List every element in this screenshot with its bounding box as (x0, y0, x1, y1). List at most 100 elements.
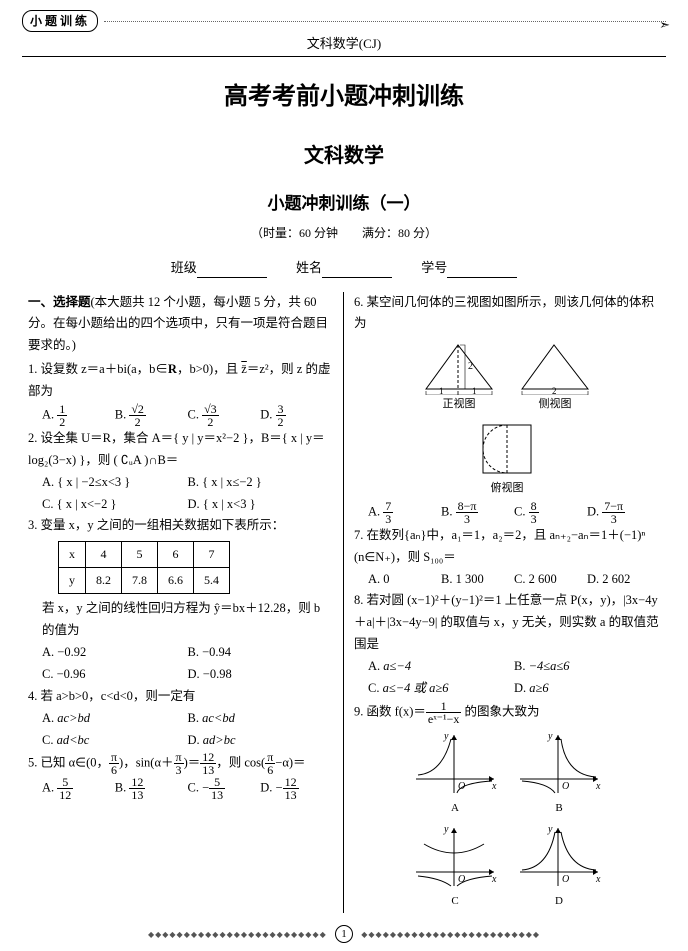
q2-opt-d[interactable]: D. { x | x<3 } (188, 494, 334, 516)
q3-th-x: x (59, 542, 86, 568)
q4-opt-a[interactable]: A. ac>bd (42, 708, 188, 730)
q3-options: A. −0.92 B. −0.94 C. −0.96 D. −0.98 (28, 642, 333, 686)
q9-graph-a-icon: O x y (410, 729, 500, 799)
blanks-row: 班级 姓名 学号 (22, 258, 666, 278)
q8-opt-d[interactable]: D. a≥6 (514, 678, 660, 700)
meta-time: （时量：60 分钟 满分：80 分） (22, 224, 666, 242)
label-id: 学号 (421, 260, 447, 275)
q9-graph-d-icon: O x y (514, 822, 604, 892)
q9-graph-b-icon: O x y (514, 729, 604, 799)
blank-class[interactable] (197, 263, 267, 277)
q9-opt-c[interactable]: O x y C (410, 822, 500, 911)
q1-opt-c[interactable]: C. √32 (188, 403, 261, 428)
question-3: 3. 变量 x，y 之间的一组相关数据如下表所示： (28, 515, 333, 537)
q4-opt-c[interactable]: C. ad<bc (42, 730, 188, 752)
svg-text:O: O (562, 781, 569, 792)
q2-opt-b[interactable]: B. { x | x≤−2 } (188, 472, 334, 494)
q2-opt-c[interactable]: C. { x | x<−2 } (42, 494, 188, 516)
svg-text:2: 2 (468, 361, 473, 372)
q3-cell: 7.8 (122, 568, 158, 594)
q1-opt-d[interactable]: D. 32 (260, 403, 333, 428)
title-main: 高考考前小题冲刺训练 (22, 79, 666, 115)
q1-opt-b[interactable]: B. √22 (115, 403, 188, 428)
header-dotline: ➣ (104, 21, 666, 22)
question-4: 4. 若 a>b>0，c<d<0，则一定有 (28, 686, 333, 708)
svg-text:y: y (547, 824, 553, 835)
q3-opt-c[interactable]: C. −0.96 (42, 664, 188, 686)
q3-cell: 5 (122, 542, 158, 568)
q9-opt-a[interactable]: O x y A (410, 729, 500, 818)
front-caption: 正视图 (418, 395, 500, 414)
q5-opt-a[interactable]: A. 512 (42, 776, 115, 801)
q5-opt-c[interactable]: C. −513 (188, 776, 261, 801)
front-view-icon: 2 1 1 (418, 339, 500, 395)
q9-label-b: B (514, 799, 604, 818)
q7-opt-b[interactable]: B. 1 300 (441, 569, 514, 591)
q6-front-view: 2 1 1 正视图 (418, 339, 500, 414)
q6-options: A. 73 B. 8−π3 C. 83 D. 7−π3 (354, 500, 660, 525)
title-subject: 文科数学 (22, 141, 666, 171)
q6-side-view: 2 侧视图 (514, 339, 596, 414)
q9-label-d: D (514, 892, 604, 911)
q4-options: A. ac>bd B. ac<bd C. ad<bc D. ad>bc (28, 708, 333, 752)
q3-opt-b[interactable]: B. −0.94 (188, 642, 334, 664)
q8-opt-a[interactable]: A. a≤−4 (368, 656, 514, 678)
footer-dots-left: ◆◆◆◆◆◆◆◆◆◆◆◆◆◆◆◆◆◆◆◆◆◆◆◆◆ (148, 930, 327, 939)
svg-text:y: y (547, 731, 553, 742)
q1-opt-a[interactable]: A. 12 (42, 403, 115, 428)
q3-cont: 若 x，y 之间的线性回归方程为 ŷ＝bx＋12.28，则 b 的值为 (28, 598, 333, 642)
q9-label-c: C (410, 892, 500, 911)
q8-opt-b[interactable]: B. −4≤a≤6 (514, 656, 660, 678)
q9-opt-b[interactable]: O x y B (514, 729, 604, 818)
q8-opt-c[interactable]: C. a≤−4 或 a≥6 (368, 678, 514, 700)
section-title: 一、选择题 (28, 295, 91, 309)
svg-text:x: x (595, 874, 601, 885)
footer-dots-right: ◆◆◆◆◆◆◆◆◆◆◆◆◆◆◆◆◆◆◆◆◆◆◆◆◆ (361, 930, 540, 939)
header-rule (22, 56, 666, 57)
q1-options: A. 12 B. √22 C. √32 D. 32 (28, 403, 333, 428)
svg-text:2: 2 (552, 386, 557, 395)
q3-opt-d[interactable]: D. −0.98 (188, 664, 334, 686)
svg-text:1: 1 (439, 386, 444, 395)
q9-label-a: A (410, 799, 500, 818)
side-caption: 侧视图 (514, 395, 596, 414)
footer: ◆◆◆◆◆◆◆◆◆◆◆◆◆◆◆◆◆◆◆◆◆◆◆◆◆ 1 ◆◆◆◆◆◆◆◆◆◆◆◆… (22, 923, 666, 943)
q5-opt-b[interactable]: B. 1213 (115, 776, 188, 801)
svg-text:x: x (491, 781, 497, 792)
q9-row2: O x y C O x y (354, 822, 660, 911)
q4-opt-d[interactable]: D. ad>bc (188, 730, 334, 752)
top-view-icon (477, 419, 537, 479)
label-class: 班级 (171, 260, 197, 275)
q9-graph-c-icon: O x y (410, 822, 500, 892)
q4-opt-b[interactable]: B. ac<bd (188, 708, 334, 730)
q7-opt-c[interactable]: C. 2 600 (514, 569, 587, 591)
q6-top-view: 俯视图 (477, 419, 537, 498)
q3-cell: 5.4 (194, 568, 230, 594)
q6-views-row1: 2 1 1 正视图 2 侧视图 (354, 339, 660, 414)
svg-text:1: 1 (472, 386, 477, 395)
blank-id[interactable] (447, 263, 517, 277)
q3-opt-a[interactable]: A. −0.92 (42, 642, 188, 664)
blank-name[interactable] (322, 263, 392, 277)
q7-opt-d[interactable]: D. 2 602 (587, 569, 660, 591)
q6-opt-d[interactable]: D. 7−π3 (587, 500, 660, 525)
q6-views-row2: 俯视图 (354, 419, 660, 498)
q3-th-y: y (59, 568, 86, 594)
q2-opt-a[interactable]: A. { x | −2≤x<3 } (42, 472, 188, 494)
header-arrow-icon: ➣ (659, 15, 670, 35)
title-section: 小题冲刺训练（一） (22, 191, 666, 217)
brand-badge: 小题训练 (22, 10, 98, 32)
q6-opt-b[interactable]: B. 8−π3 (441, 500, 514, 525)
q9-opt-d[interactable]: O x y D (514, 822, 604, 911)
q7-opt-a[interactable]: A. 0 (368, 569, 441, 591)
q2-options: A. { x | −2≤x<3 } B. { x | x≤−2 } C. { x… (28, 472, 333, 516)
q6-opt-c[interactable]: C. 83 (514, 500, 587, 525)
q6-opt-a[interactable]: A. 73 (368, 500, 441, 525)
q5-opt-d[interactable]: D. −1213 (260, 776, 333, 801)
label-name: 姓名 (296, 260, 322, 275)
top-caption: 俯视图 (477, 479, 537, 498)
question-2: 2. 设全集 U＝R，集合 A＝{ y | y＝x²−2 }，B＝{ x | y… (28, 428, 333, 472)
q3-cell: 6.6 (158, 568, 194, 594)
question-1: 1. 设复数 z＝a＋bi(a，b∈R，b>0)，且 z̄＝z²，则 z 的虚部… (28, 359, 333, 403)
q3-cell: 6 (158, 542, 194, 568)
